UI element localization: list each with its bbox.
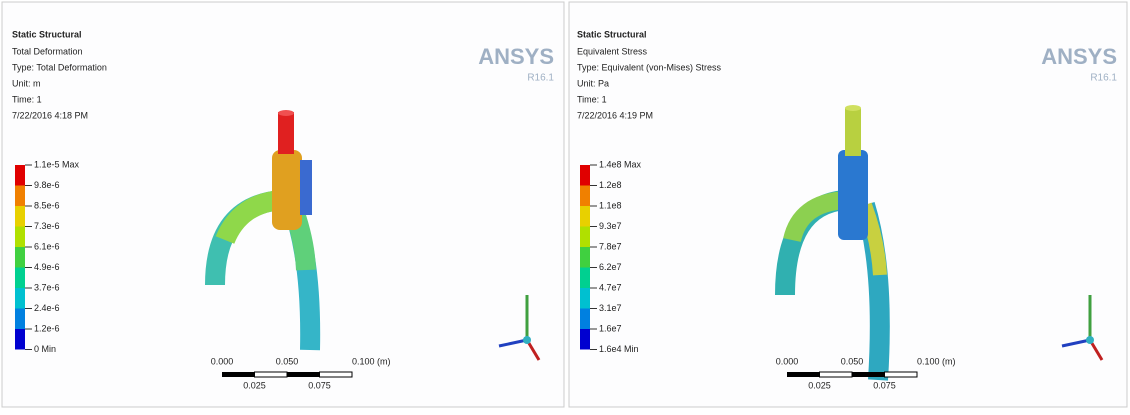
scale-label: 0.100 (m) (352, 356, 391, 366)
scale-sublabel: 0.025 (808, 380, 831, 390)
info-line: Equivalent Stress (577, 46, 648, 56)
info-line: Time: 1 (12, 94, 42, 104)
legend-label: 0 Min (34, 344, 56, 354)
scale-label: 0.100 (m) (917, 356, 956, 366)
logo: ANSYS (1041, 44, 1117, 69)
legend-swatch (580, 288, 590, 309)
legend-swatch (580, 206, 590, 227)
legend-label: 1.6e7 (599, 323, 622, 333)
legend-swatch (15, 206, 25, 227)
legend-swatch (580, 309, 590, 330)
legend-swatch (580, 329, 590, 350)
logo: ANSYS (478, 44, 554, 69)
info-line: Unit: m (12, 78, 41, 88)
legend-label: 6.1e-6 (34, 241, 60, 251)
legend-label: 7.8e7 (599, 241, 622, 251)
panel-title: Static Structural (577, 29, 647, 39)
scale-bar (222, 372, 255, 377)
info-line: 7/22/2016 4:19 PM (577, 110, 653, 120)
triad-origin (523, 336, 531, 344)
info-line: Time: 1 (577, 94, 607, 104)
info-line: Total Deformation (12, 46, 83, 56)
legend-swatch (580, 247, 590, 268)
legend-swatch (15, 186, 25, 207)
scale-bar (255, 372, 288, 377)
legend-label: 2.4e-6 (34, 303, 60, 313)
legend-swatch (15, 288, 25, 309)
info-line: Unit: Pa (577, 78, 609, 88)
scale-bar (287, 372, 320, 377)
legend-swatch (580, 165, 590, 186)
legend-label: 9.8e-6 (34, 180, 60, 190)
scale-bar (787, 372, 820, 377)
legend-swatch (15, 309, 25, 330)
scale-bar (852, 372, 885, 377)
scale-bar (820, 372, 853, 377)
legend-swatch (15, 165, 25, 186)
scale-label: 0.000 (211, 356, 234, 366)
scale-bar (320, 372, 353, 377)
legend-label: 7.3e-6 (34, 221, 60, 231)
legend-swatch (15, 268, 25, 289)
legend-label: 8.5e-6 (34, 200, 60, 210)
legend-label: 9.3e7 (599, 221, 622, 231)
legend-label: 6.2e7 (599, 262, 622, 272)
legend-swatch (580, 268, 590, 289)
legend-label: 1.2e8 (599, 180, 622, 190)
legend-label: 1.2e-6 (34, 323, 60, 333)
legend-swatch (580, 227, 590, 248)
scale-label: 0.000 (776, 356, 799, 366)
legend-label: 3.1e7 (599, 303, 622, 313)
legend-swatch (15, 227, 25, 248)
panel-title: Static Structural (12, 29, 82, 39)
legend-label: 1.6e4 Min (599, 344, 639, 354)
scale-bar (885, 372, 918, 377)
scale-label: 0.050 (276, 356, 299, 366)
legend-label: 4.9e-6 (34, 262, 60, 272)
info-line: 7/22/2016 4:18 PM (12, 110, 88, 120)
info-line: Type: Equivalent (von-Mises) Stress (577, 62, 722, 72)
legend-swatch (580, 186, 590, 207)
scale-label: 0.050 (841, 356, 864, 366)
legend-label: 1.1e-5 Max (34, 159, 80, 169)
legend-label: 1.4e8 Max (599, 159, 642, 169)
legend-swatch (15, 247, 25, 268)
scale-sublabel: 0.075 (873, 380, 896, 390)
legend-label: 3.7e-6 (34, 282, 60, 292)
info-line: Type: Total Deformation (12, 62, 107, 72)
version: R16.1 (1090, 73, 1117, 84)
triad-origin (1086, 336, 1094, 344)
legend-swatch (15, 329, 25, 350)
legend-label: 4.7e7 (599, 282, 622, 292)
screen: Static Structural Total Deformation Type: … (0, 0, 1130, 410)
scale-sublabel: 0.075 (308, 380, 331, 390)
version: R16.1 (527, 73, 554, 84)
scale-sublabel: 0.025 (243, 380, 266, 390)
legend-label: 1.1e8 (599, 200, 622, 210)
